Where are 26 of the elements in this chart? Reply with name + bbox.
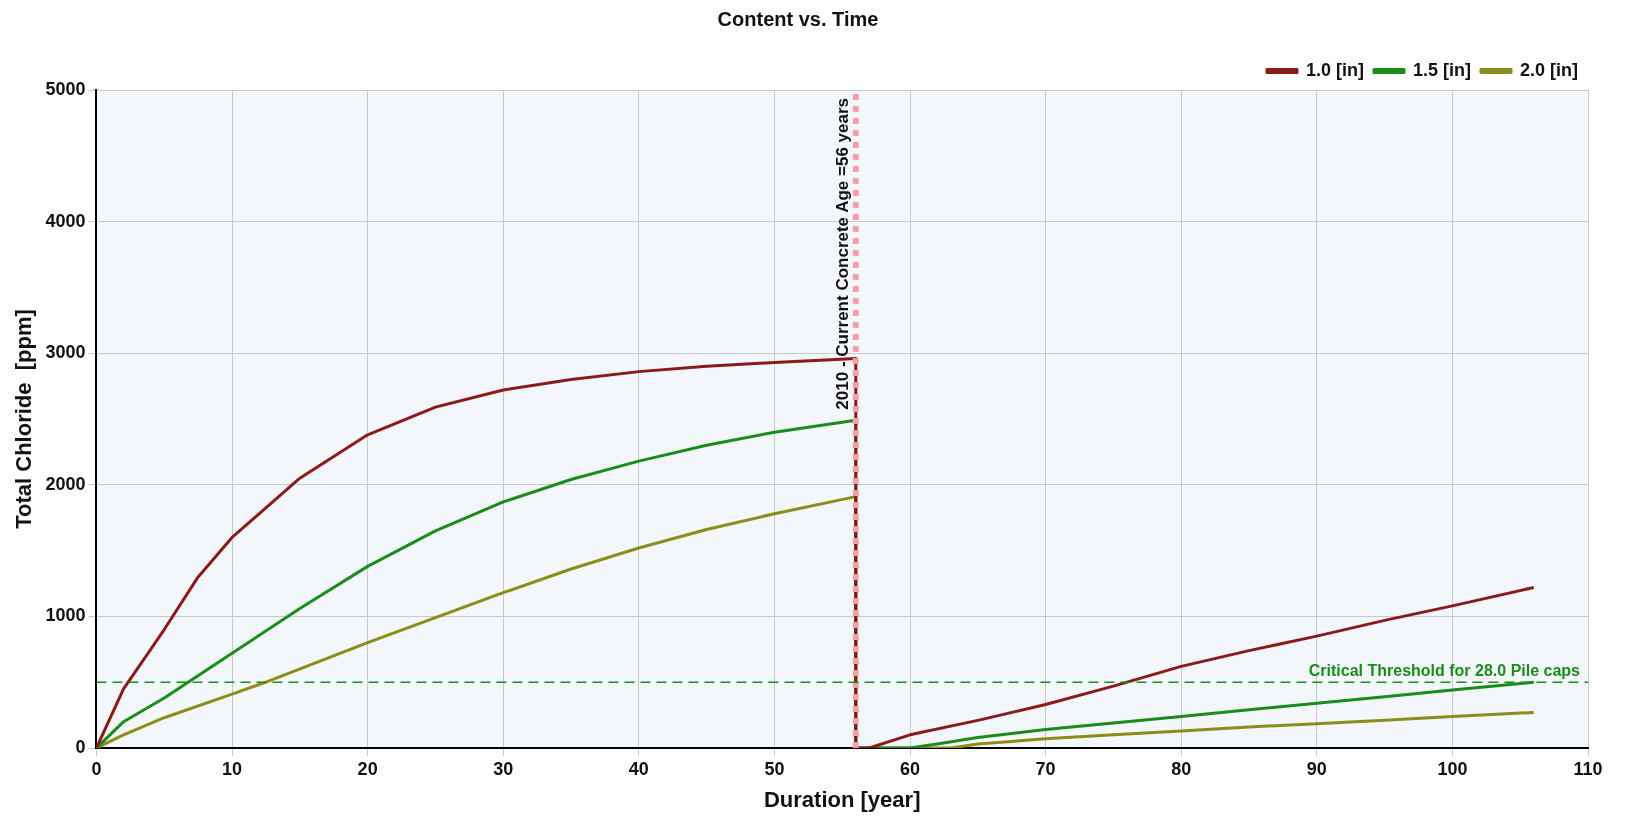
y-tick-label: 2000 [45, 473, 86, 494]
y-tick-label: 0 [75, 736, 86, 757]
y-axis-title: Total Chloride [ppm] [11, 309, 37, 529]
x-tick-label: 70 [1035, 758, 1056, 779]
ref-line-label: Critical Threshold for 28.0 Pile caps [1308, 661, 1581, 679]
x-tick-label: 50 [764, 758, 785, 779]
chart-title: Content vs. Time [717, 7, 879, 30]
legend-label: 2.0 [in] [1519, 59, 1579, 80]
legend-label: 1.5 [in] [1412, 59, 1471, 80]
x-tick-label: 100 [1437, 758, 1468, 779]
x-tick-label: 20 [357, 758, 378, 779]
x-tick-label: 30 [493, 758, 514, 779]
x-tick-label: 60 [900, 758, 921, 779]
legend-label: 1.0 [in] [1305, 59, 1364, 80]
y-tick-label: 1000 [45, 605, 86, 626]
x-tick-label: 10 [222, 758, 243, 779]
x-tick-label: 80 [1171, 758, 1192, 779]
x-tick-label: 40 [628, 758, 649, 779]
y-tick-label: 3000 [45, 342, 86, 363]
x-tick-label: 0 [91, 758, 102, 779]
x-tick-label: 110 [1573, 758, 1603, 779]
x-tick-label: 90 [1306, 758, 1327, 779]
x-axis-title: Duration [year] [763, 786, 921, 812]
y-tick-label: 5000 [45, 78, 86, 99]
y-tick-label: 4000 [45, 210, 86, 231]
ref-line-label: 2010 - Current Concrete Age =56 years [833, 98, 853, 410]
